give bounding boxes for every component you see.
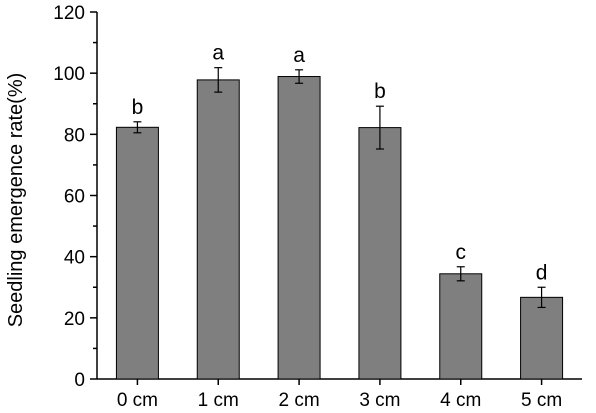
significance-label: b [132, 96, 144, 119]
bar [439, 273, 483, 380]
x-tick-label: 5 cm [521, 390, 562, 411]
bar [196, 79, 240, 380]
y-tick-label: 40 [64, 248, 85, 269]
plot-area: 0 20 40 60 80 100 120 0 cm b 1 cm a 2 cm a 3 cm b 4 cm c… [53, 3, 582, 411]
x-tick-label: 1 cm [198, 390, 239, 411]
y-axis-title: Seedling emergence rate(%) [5, 73, 27, 328]
x-tick-label: 3 cm [359, 390, 400, 411]
y-tick-label: 20 [64, 309, 85, 330]
y-tick-label: 120 [53, 3, 85, 24]
x-tick-label: 0 cm [117, 390, 158, 411]
y-tick-label: 60 [64, 187, 85, 208]
bar [358, 127, 402, 380]
significance-label: a [212, 42, 224, 65]
x-tick-label: 4 cm [440, 390, 481, 411]
significance-label: a [293, 44, 305, 67]
significance-label: d [536, 261, 548, 284]
x-tick-label: 2 cm [278, 390, 319, 411]
significance-label: b [374, 80, 386, 103]
bar [115, 126, 159, 380]
y-tick-label: 80 [64, 125, 85, 146]
y-tick-label: 100 [53, 64, 85, 85]
bar [520, 296, 564, 380]
significance-label: c [456, 241, 467, 264]
bar [277, 76, 321, 380]
y-tick-label: 0 [74, 370, 85, 391]
